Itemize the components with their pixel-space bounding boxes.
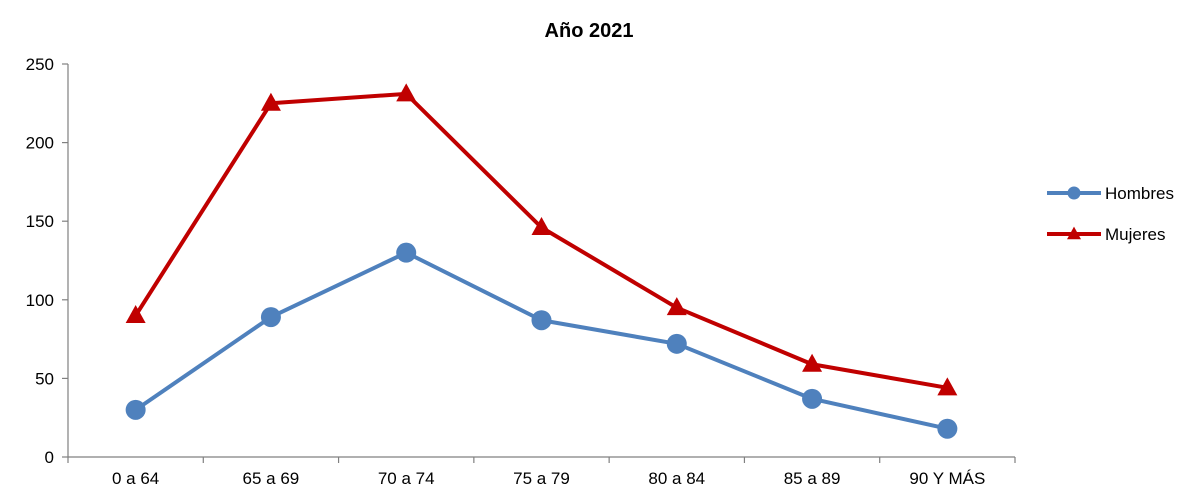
y-tick-label: 50 [35, 369, 54, 388]
x-tick-label: 90 Y MÁS [909, 469, 985, 488]
legend-marker-triangle [1067, 226, 1081, 240]
x-tick-label: 80 a 84 [648, 469, 705, 488]
x-tick-label: 70 a 74 [378, 469, 435, 488]
legend-item-hombres: Hombres [1047, 184, 1174, 203]
data-point-mujeres [937, 377, 958, 396]
legend-marker-circle [1067, 186, 1081, 200]
legend-label: Hombres [1105, 184, 1174, 203]
series-mujeres [125, 83, 958, 396]
y-tick-label: 0 [45, 448, 54, 467]
data-point-mujeres [531, 216, 552, 235]
axes [67, 64, 1015, 458]
chart-title: Año 2021 [545, 20, 634, 42]
legend-item-mujeres: Mujeres [1047, 225, 1165, 244]
x-tick-label: 65 a 69 [243, 469, 300, 488]
series-line-hombres [133, 250, 950, 431]
data-point-hombres [531, 310, 552, 331]
data-point-hombres [396, 242, 417, 263]
data-point-hombres [260, 307, 281, 328]
data-point-hombres [666, 333, 687, 354]
data-point-hombres [802, 388, 823, 409]
data-point-hombres [937, 418, 958, 439]
x-tick-label: 75 a 79 [513, 469, 570, 488]
y-axis-ticks: 0 50 100 150 200 250 [26, 55, 68, 467]
legend-label: Mujeres [1105, 225, 1165, 244]
y-tick-label: 100 [26, 291, 54, 310]
x-tick-label: 0 a 64 [112, 469, 159, 488]
y-tick-label: 150 [26, 212, 54, 231]
x-tick-label: 85 a 89 [784, 469, 841, 488]
data-point-mujeres [666, 297, 687, 316]
legend: Hombres Mujeres [1047, 184, 1174, 244]
series-line-mujeres [133, 91, 950, 390]
data-point-hombres [125, 399, 146, 420]
data-point-mujeres [396, 83, 417, 102]
data-point-mujeres [802, 353, 823, 372]
series-lines [125, 83, 958, 439]
x-axis-ticks: 0 a 64 65 a 69 70 a 74 75 a 79 80 a 84 85 a 8… [67, 457, 1016, 488]
y-tick-label: 200 [26, 134, 54, 153]
y-tick-label: 250 [26, 55, 54, 74]
data-point-mujeres [260, 92, 281, 111]
data-point-mujeres [125, 305, 146, 324]
series-hombres [125, 242, 958, 439]
